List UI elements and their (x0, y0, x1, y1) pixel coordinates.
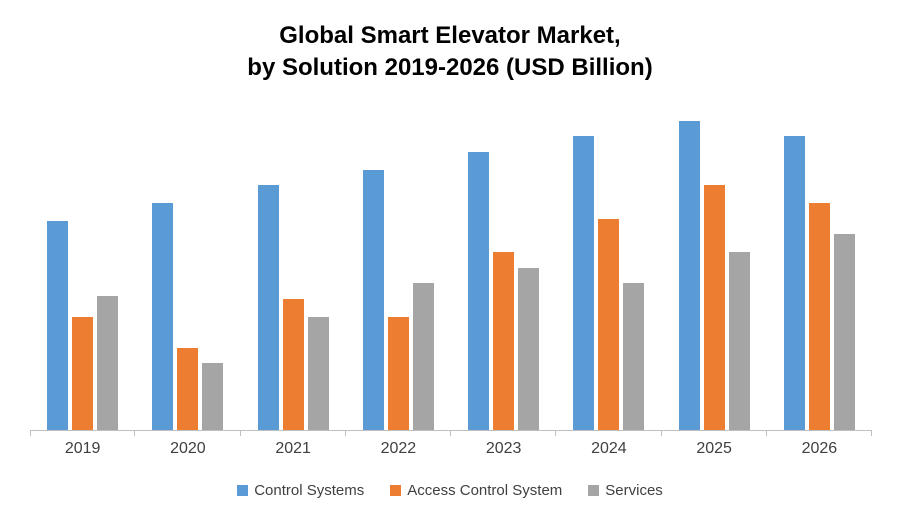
x-axis-label-2024: 2024 (556, 431, 662, 458)
bar-group-2025 (662, 108, 767, 430)
legend-swatch-icon (237, 485, 249, 496)
bar-control-systems-2022 (362, 170, 384, 430)
bar-group-2022 (346, 108, 451, 430)
legend-swatch-icon (588, 485, 600, 496)
chart-title: Global Smart Elevator Market, by Solutio… (0, 0, 900, 84)
legend-label: Control Systems (254, 482, 365, 499)
x-axis-label-2020: 2020 (135, 431, 241, 458)
legend-item-access-control-system: Access Control System (390, 482, 562, 499)
chart-title-line1: Global Smart Elevator Market, (279, 22, 621, 49)
bar-control-systems-2025 (678, 121, 700, 430)
x-axis-label-2021: 2021 (241, 431, 347, 458)
bar-group-2023 (451, 108, 556, 430)
bar-group-2020 (135, 108, 240, 430)
bar-access-control-system-2025 (703, 185, 725, 430)
bar-access-control-system-2026 (808, 203, 830, 430)
chart-title-line2: by Solution 2019-2026 (USD Billion) (247, 54, 653, 81)
bar-access-control-system-2023 (493, 252, 515, 430)
legend-item-services: Services (588, 482, 663, 499)
bar-control-systems-2019 (47, 221, 69, 430)
legend-label: Services (605, 482, 663, 499)
bar-group-2021 (241, 108, 346, 430)
bar-access-control-system-2020 (177, 348, 199, 430)
bars-region (30, 108, 872, 431)
bar-services-2023 (518, 268, 540, 430)
x-axis-label-2022: 2022 (346, 431, 452, 458)
x-axis-label-2019: 2019 (30, 431, 136, 458)
bar-control-systems-2020 (152, 203, 174, 430)
bar-services-2021 (307, 317, 329, 430)
bar-access-control-system-2019 (72, 317, 94, 430)
x-axis-label-2023: 2023 (451, 431, 557, 458)
legend-label: Access Control System (407, 482, 563, 499)
bar-access-control-system-2021 (282, 299, 304, 430)
legend-swatch-icon (390, 485, 402, 496)
legend: Control Systems Access Control System Serv… (0, 482, 900, 499)
plot-area: 2019 2020 2021 2022 2023 2024 2025 2026 (30, 108, 873, 458)
bar-group-2024 (556, 108, 661, 430)
bar-control-systems-2024 (573, 136, 595, 430)
bar-services-2025 (728, 252, 750, 430)
bar-access-control-system-2024 (598, 219, 620, 430)
bar-control-systems-2021 (257, 185, 279, 430)
x-axis-label-2026: 2026 (767, 431, 873, 458)
x-axis-labels: 2019 2020 2021 2022 2023 2024 2025 2026 (30, 431, 873, 458)
bar-access-control-system-2022 (387, 317, 409, 430)
bar-services-2024 (623, 283, 645, 430)
bar-control-systems-2026 (783, 136, 805, 430)
bar-control-systems-2023 (468, 152, 490, 430)
bar-services-2020 (202, 363, 224, 430)
bar-group-2019 (30, 108, 135, 430)
bar-group-2026 (767, 108, 872, 430)
bar-services-2022 (412, 283, 434, 430)
legend-item-control-systems: Control Systems (237, 482, 364, 499)
bar-services-2019 (97, 296, 119, 430)
bar-services-2026 (833, 234, 855, 430)
x-axis-label-2025: 2025 (662, 431, 768, 458)
